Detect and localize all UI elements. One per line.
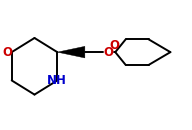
Text: O: O — [104, 46, 114, 59]
Polygon shape — [57, 46, 85, 58]
Text: NH: NH — [47, 74, 67, 87]
Text: O: O — [110, 39, 120, 52]
Text: O: O — [2, 46, 12, 59]
